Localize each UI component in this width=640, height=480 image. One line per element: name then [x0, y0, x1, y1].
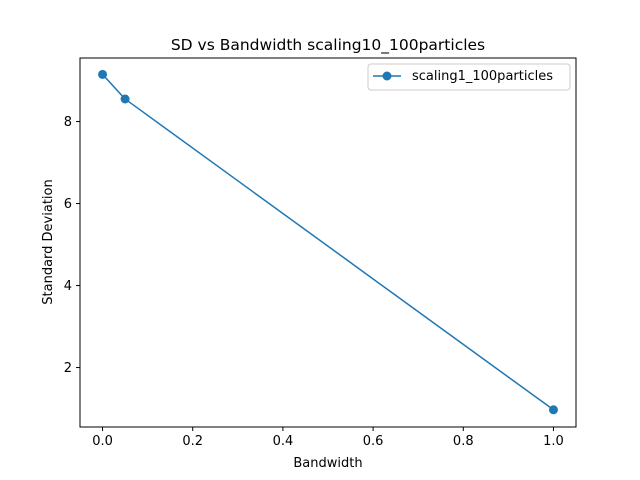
- y-axis-ticks: 2 4 6 8: [64, 115, 80, 376]
- x-axis-ticks: 0.0 0.2 0.4 0.6 0.8 1.0: [92, 427, 564, 449]
- legend-label: scaling1_100particles: [412, 69, 553, 84]
- x-tick-label: 0.4: [273, 434, 294, 449]
- data-point: [98, 69, 108, 79]
- x-tick-label: 0.6: [363, 434, 384, 449]
- x-tick-label: 0.0: [92, 434, 113, 449]
- legend: scaling1_100particles: [367, 63, 571, 91]
- data-point: [548, 405, 558, 415]
- y-tick-label: 8: [64, 115, 72, 130]
- series-line: [101, 73, 554, 411]
- y-tick-label: 6: [64, 197, 72, 212]
- legend-box: [367, 63, 571, 91]
- legend-marker: [382, 71, 392, 81]
- chart-title: SD vs Bandwidth scaling10_100particles: [171, 36, 485, 55]
- x-tick-label: 0.2: [182, 434, 203, 449]
- x-tick-label: 1.0: [543, 434, 564, 449]
- y-tick-label: 4: [64, 279, 72, 294]
- y-tick-label: 2: [64, 361, 72, 376]
- series-layer: [98, 69, 558, 415]
- y-axis-label: Standard Deviation: [41, 179, 56, 304]
- plot-frame: [79, 57, 577, 428]
- x-tick-label: 0.8: [453, 434, 474, 449]
- x-axis-label: Bandwidth: [293, 456, 362, 471]
- data-point: [120, 94, 130, 104]
